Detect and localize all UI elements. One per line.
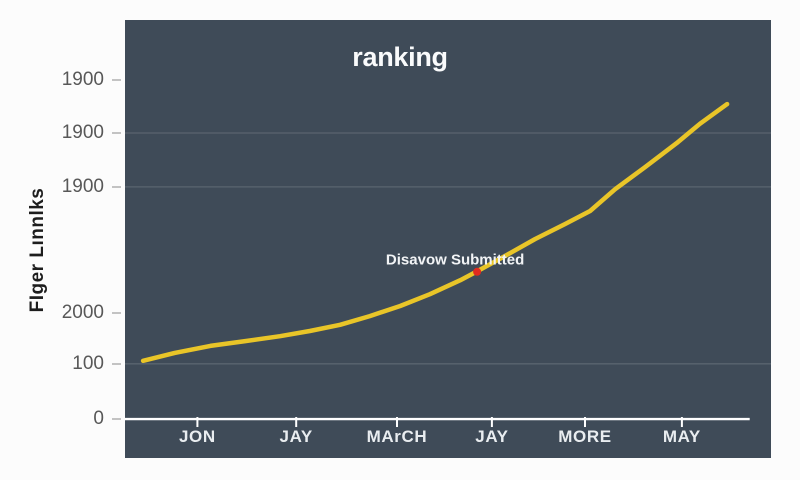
y-axis-title: FIger Lınnlks bbox=[27, 187, 48, 313]
x-tick-label: MORE bbox=[558, 427, 612, 446]
y-tick-value: 1900 bbox=[61, 69, 104, 90]
chart-title: ranking bbox=[352, 42, 448, 72]
y-tick-value: 1900 bbox=[61, 175, 104, 197]
y-tick-label: 1900 bbox=[0, 70, 124, 90]
y-tick-value: 1900 bbox=[61, 122, 104, 143]
x-tick-label: MAY bbox=[662, 427, 701, 446]
y-tick-mark bbox=[112, 418, 121, 421]
y-tick-value: 0 bbox=[93, 408, 104, 430]
x-tick-label: JAY bbox=[475, 427, 509, 446]
y-tick-mark bbox=[112, 79, 121, 81]
annotation-dot bbox=[473, 267, 482, 276]
y-tick-label: 1900 bbox=[0, 123, 124, 143]
y-tick-value: 2000 bbox=[61, 302, 104, 324]
y-tick-label: 1900 bbox=[0, 175, 124, 197]
line-chart-graphic bbox=[125, 101, 771, 428]
y-tick-label: 100 bbox=[0, 352, 124, 374]
y-tick-mark bbox=[112, 312, 121, 315]
y-tick-mark bbox=[112, 185, 121, 188]
y-tick-value: 100 bbox=[72, 352, 104, 374]
x-tick-label: JAY bbox=[279, 427, 313, 446]
plot-area: Disavow Submitted JON JAY MArCH JAY MORE MAY bbox=[125, 20, 771, 458]
y-tick-label: 0 bbox=[0, 409, 124, 429]
y-tick-mark bbox=[112, 132, 121, 134]
y-axis-tick-labels: 1900 1900 1900 2000 100 0 bbox=[0, 20, 124, 458]
y-tick-label: 2000 bbox=[0, 303, 124, 323]
x-tick-label: MArCH bbox=[366, 427, 428, 446]
annotation-label: Disavow Submitted bbox=[385, 251, 525, 269]
y-tick-mark bbox=[112, 362, 121, 365]
x-tick-label: JON bbox=[178, 427, 216, 446]
data-line-series bbox=[140, 101, 730, 364]
